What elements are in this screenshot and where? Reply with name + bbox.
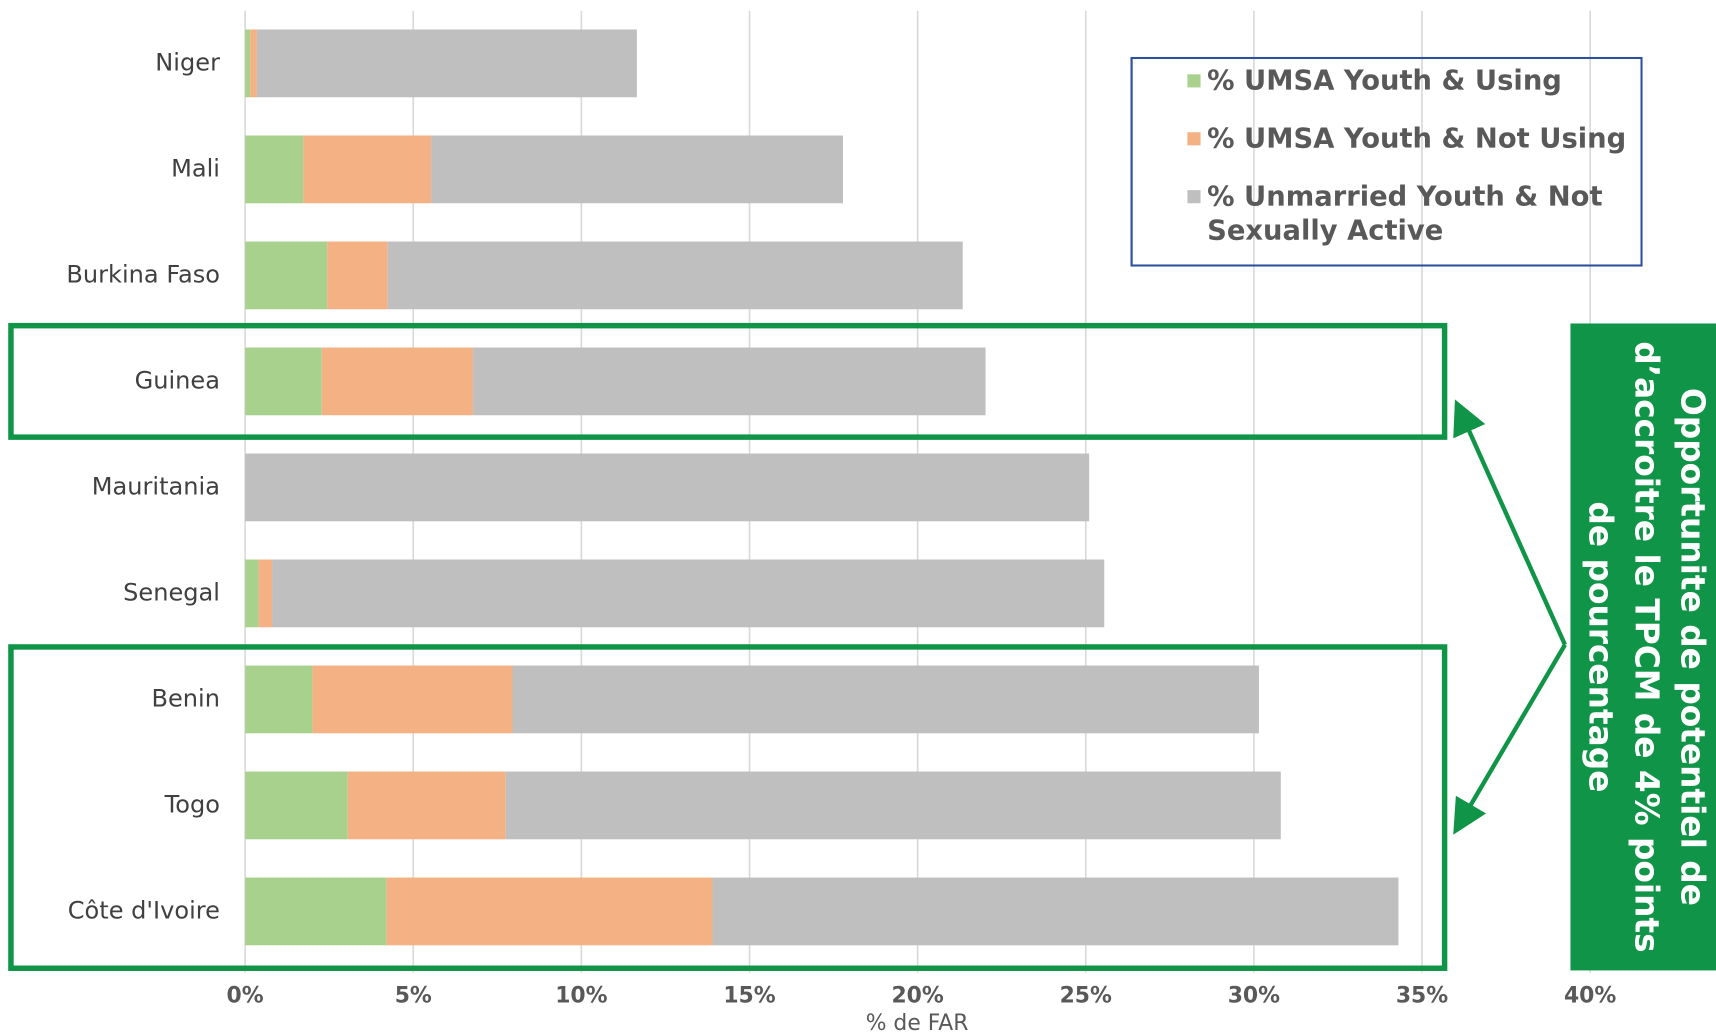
bar-segment xyxy=(245,347,322,416)
x-tick-label: 0% xyxy=(227,984,264,1009)
bar-segment xyxy=(386,877,713,946)
legend-label: % UMSA Youth & Using xyxy=(1207,64,1562,97)
bar-segment xyxy=(431,135,843,204)
legend-wrap: % UMSA Youth & Using % UMSA Youth & Not U… xyxy=(1130,56,1643,267)
annotation-text: Opportunite de potentiel de xyxy=(1673,388,1711,906)
legend-item: % Unmarried Youth & Not Sexually Active xyxy=(1144,179,1630,247)
bar-segment xyxy=(321,347,474,416)
bar-segment xyxy=(245,453,1090,522)
legend: % UMSA Youth & Using % UMSA Youth & Not U… xyxy=(1130,56,1643,267)
bar-segment xyxy=(245,771,348,840)
highlight-box xyxy=(8,644,1448,971)
x-tick-label: 25% xyxy=(1060,984,1112,1009)
y-tick-label: Niger xyxy=(155,48,220,76)
annotation: Opportunite de potentiel ded’accroitre l… xyxy=(1581,341,1711,952)
y-tick-label: Benin xyxy=(151,684,220,712)
highlight-box xyxy=(8,322,1448,440)
y-tick-label: Côte d'Ivoire xyxy=(68,896,220,924)
legend-label: % UMSA Youth & Not Using xyxy=(1207,122,1627,155)
x-tick-label: 35% xyxy=(1396,984,1448,1009)
legend-swatch xyxy=(1187,74,1201,88)
bar-segment xyxy=(245,559,259,628)
legend-swatch xyxy=(1187,132,1201,146)
bar-segment xyxy=(245,665,313,734)
bar-segment xyxy=(505,771,1281,840)
bar-segment xyxy=(303,135,432,204)
bars: Niger Mali Burkina Faso Guinea Mauritania Sen… xyxy=(66,29,1399,946)
legend-label: % Unmarried Youth & Not Sexually Active xyxy=(1207,180,1603,246)
bar-segment xyxy=(312,665,513,734)
bar-segment xyxy=(245,135,304,204)
bar-segment xyxy=(245,241,328,310)
bar-segment xyxy=(712,877,1399,946)
bar-segment xyxy=(272,559,1105,628)
x-tick-label: 15% xyxy=(723,984,775,1009)
y-tick-label: Guinea xyxy=(135,366,220,394)
x-tick-label: 5% xyxy=(395,984,432,1009)
x-tick-label: 20% xyxy=(891,984,943,1009)
bar-segment xyxy=(258,559,273,628)
arrow xyxy=(1453,399,1567,646)
bar-segment xyxy=(245,877,387,946)
bar-segment xyxy=(245,29,251,98)
annotation-box xyxy=(1570,323,1716,971)
bar-segment xyxy=(473,347,986,416)
y-tick-label: Togo xyxy=(164,790,220,818)
legend-item: % UMSA Youth & Using xyxy=(1144,63,1630,97)
y-tick-label: Mauritania xyxy=(92,472,220,500)
x-axis-title: % de FAR xyxy=(866,1011,969,1036)
y-tick-label: Burkina Faso xyxy=(66,260,220,288)
bar-segment xyxy=(347,771,506,840)
y-tick-label: Senegal xyxy=(123,578,220,606)
x-tick-label: 10% xyxy=(555,984,607,1009)
bar-segment xyxy=(387,241,963,310)
bar-segment xyxy=(327,241,388,310)
annotation-text: d’accroitre le TPCM de 4% points xyxy=(1627,341,1665,952)
x-tick-label: 30% xyxy=(1228,984,1280,1009)
arrow xyxy=(1453,643,1567,835)
bar-segment xyxy=(256,29,637,98)
x-tick-label: 40% xyxy=(1564,984,1616,1009)
legend-swatch xyxy=(1187,190,1201,204)
y-tick-label: Mali xyxy=(171,154,220,182)
bar-segment xyxy=(512,665,1259,734)
bar-segment xyxy=(250,29,257,98)
legend-item: % UMSA Youth & Not Using xyxy=(1144,121,1630,155)
annotation-text: de pourcentage xyxy=(1581,501,1619,792)
